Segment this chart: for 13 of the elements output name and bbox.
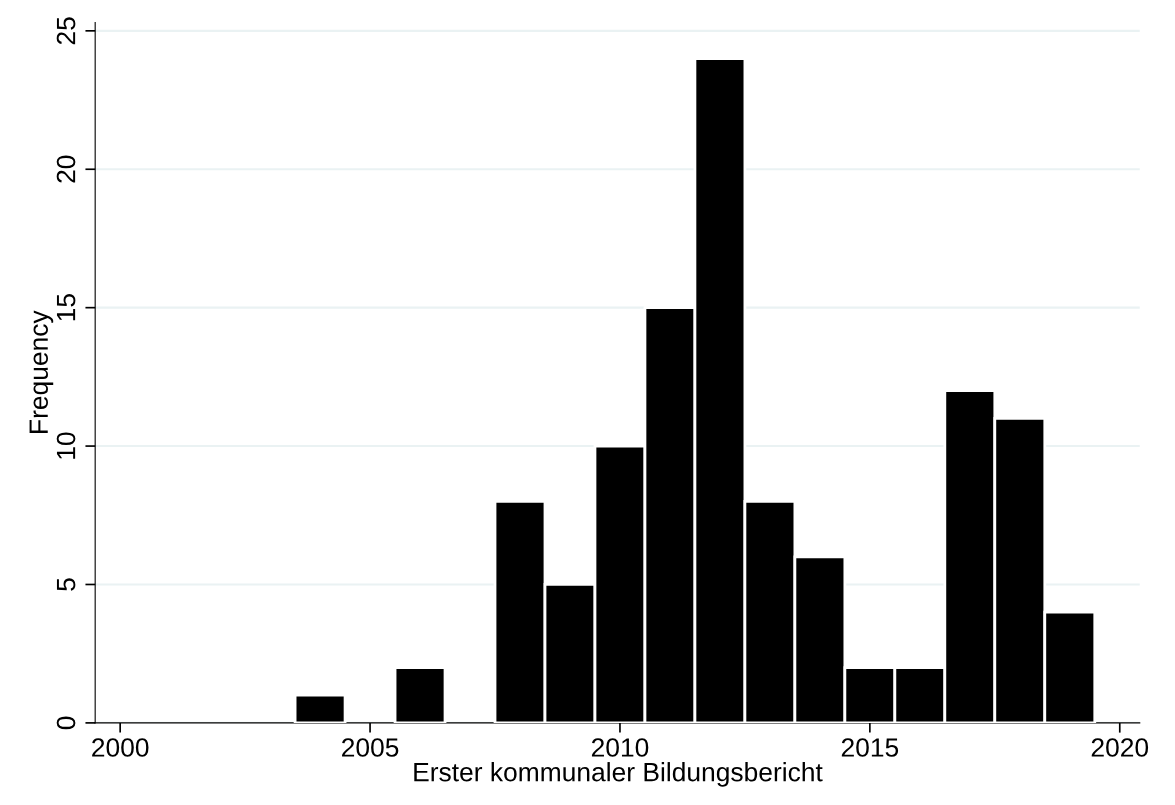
y-tick-label: 0 (56, 716, 76, 730)
x-tick-label: 2000 (92, 738, 149, 757)
x-axis-title: Erster kommunaler Bildungsbericht (414, 762, 823, 787)
x-tick-label: 2005 (342, 738, 399, 757)
y-tick-label: 25 (56, 17, 76, 45)
x-tick-label: 2010 (591, 738, 649, 757)
y-axis-title: Frequency (29, 310, 54, 433)
x-tick-label: 2015 (841, 738, 899, 757)
y-tick-label: 20 (56, 155, 76, 183)
y-tick-label: 5 (56, 578, 76, 591)
y-tick-label: 15 (56, 294, 76, 321)
y-tick-label: 10 (56, 432, 76, 459)
x-tick-label: 2020 (1091, 738, 1149, 757)
